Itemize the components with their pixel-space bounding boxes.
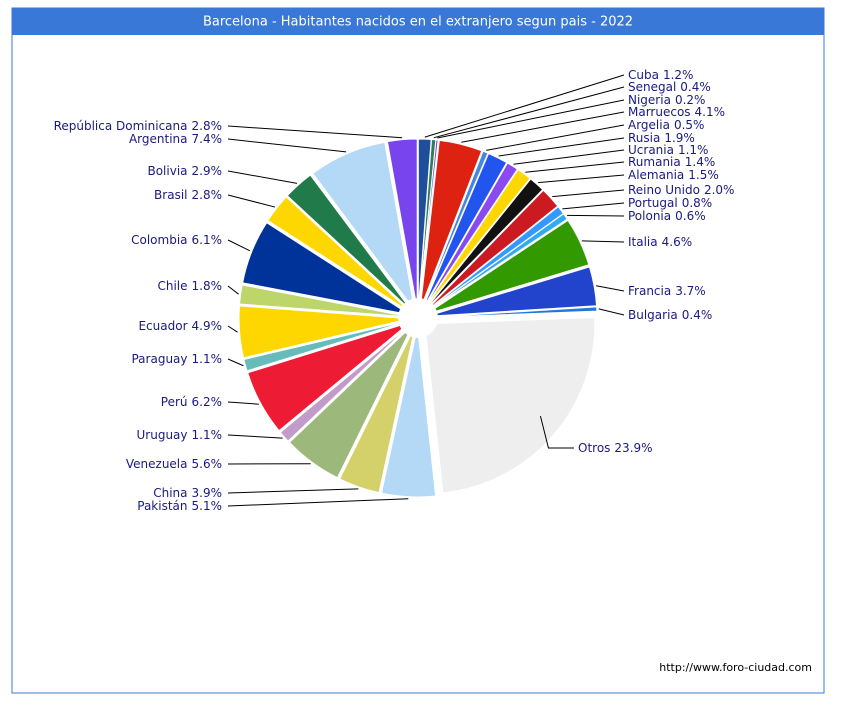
slice-value: 5.1%	[192, 499, 223, 513]
slice-name: Portugal	[628, 196, 678, 210]
slice-label: Argelia 0.5%	[628, 118, 704, 132]
slice-name: Chile	[157, 279, 187, 293]
slice-name: República Dominicana	[54, 119, 188, 133]
slice-label: Venezuela 5.6%	[126, 457, 222, 471]
slice-name: Polonia	[628, 209, 671, 223]
slice-label: Uruguay 1.1%	[137, 428, 223, 442]
slice-label: Marruecos 4.1%	[628, 105, 725, 119]
slice-value: 1.1%	[192, 352, 223, 366]
slice-value: 2.9%	[192, 164, 223, 178]
slice-label: Otros 23.9%	[578, 441, 653, 455]
slice-name: Marruecos	[628, 105, 691, 119]
slice-value: 0.4%	[680, 80, 711, 94]
slice-name: Otros	[578, 441, 610, 455]
slice-name: Paraguay	[131, 352, 187, 366]
slice-value: 4.1%	[695, 105, 726, 119]
slice-value: 1.4%	[685, 155, 716, 169]
slice-value: 2.0%	[704, 183, 735, 197]
slice-name: Senegal	[628, 80, 676, 94]
slice-value: 1.5%	[688, 168, 719, 182]
slice-name: Colombia	[131, 233, 187, 247]
slice-value: 3.9%	[192, 486, 223, 500]
slice-value: 6.2%	[192, 395, 223, 409]
slice-name: Reino Unido	[628, 183, 700, 197]
slice-name: Argentina	[129, 132, 188, 146]
slice-value: 5.6%	[192, 457, 223, 471]
slice-value: 0.4%	[682, 308, 713, 322]
slice-label: Bolivia 2.9%	[147, 164, 222, 178]
slice-label: Reino Unido 2.0%	[628, 183, 734, 197]
slice-value: 2.8%	[192, 188, 223, 202]
slice-label: Paraguay 1.1%	[131, 352, 222, 366]
slice-value: 1.8%	[192, 279, 223, 293]
slice-name: Argelia	[628, 118, 670, 132]
slice-label: Pakistán 5.1%	[137, 499, 222, 513]
slice-value: 0.6%	[675, 209, 706, 223]
slice-name: Alemania	[628, 168, 684, 182]
pie-hole	[398, 298, 438, 338]
slice-name: Francia	[628, 284, 671, 298]
slice-label: Francia 3.7%	[628, 284, 706, 298]
slice-label: República Dominicana 2.8%	[54, 119, 222, 133]
leader-line	[567, 215, 624, 216]
slice-value: 2.8%	[192, 119, 223, 133]
slice-label: Senegal 0.4%	[628, 80, 711, 94]
slice-label: Portugal 0.8%	[628, 196, 712, 210]
slice-label: Perú 6.2%	[161, 395, 222, 409]
slice-name: Brasil	[154, 188, 187, 202]
slice-name: Pakistán	[137, 499, 187, 513]
slice-label: Ecuador 4.9%	[138, 319, 222, 333]
slice-label: Argentina 7.4%	[129, 132, 222, 146]
slice-value: 0.5%	[674, 118, 705, 132]
slice-value: 23.9%	[614, 441, 652, 455]
slice-value: 0.8%	[682, 196, 713, 210]
slice-label: Bulgaria 0.4%	[628, 308, 712, 322]
slice-value: 1.1%	[192, 428, 223, 442]
slice-name: Rumania	[628, 155, 681, 169]
slice-name: Bolivia	[147, 164, 187, 178]
slice-label: Polonia 0.6%	[628, 209, 706, 223]
footer: http://www.foro-ciudad.com	[659, 661, 812, 674]
slice-name: Venezuela	[126, 457, 188, 471]
slice-name: China	[153, 486, 187, 500]
slice-name: Ecuador	[138, 319, 187, 333]
slice-name: Uruguay	[137, 428, 188, 442]
slice-value: 4.6%	[662, 235, 693, 249]
slice-value: 6.1%	[192, 233, 223, 247]
slice-label: Rumania 1.4%	[628, 155, 715, 169]
slice-value: 4.9%	[192, 319, 223, 333]
slice-value: 7.4%	[192, 132, 223, 146]
slice-value: 3.7%	[675, 284, 706, 298]
slice-name: Bulgaria	[628, 308, 678, 322]
chart-title: Barcelona - Habitantes nacidos en el ext…	[203, 15, 633, 30]
slice-label: Colombia 6.1%	[131, 233, 222, 247]
slice-name: Perú	[161, 395, 188, 409]
slice-label: Alemania 1.5%	[628, 168, 719, 182]
slice-name: Italia	[628, 235, 658, 249]
